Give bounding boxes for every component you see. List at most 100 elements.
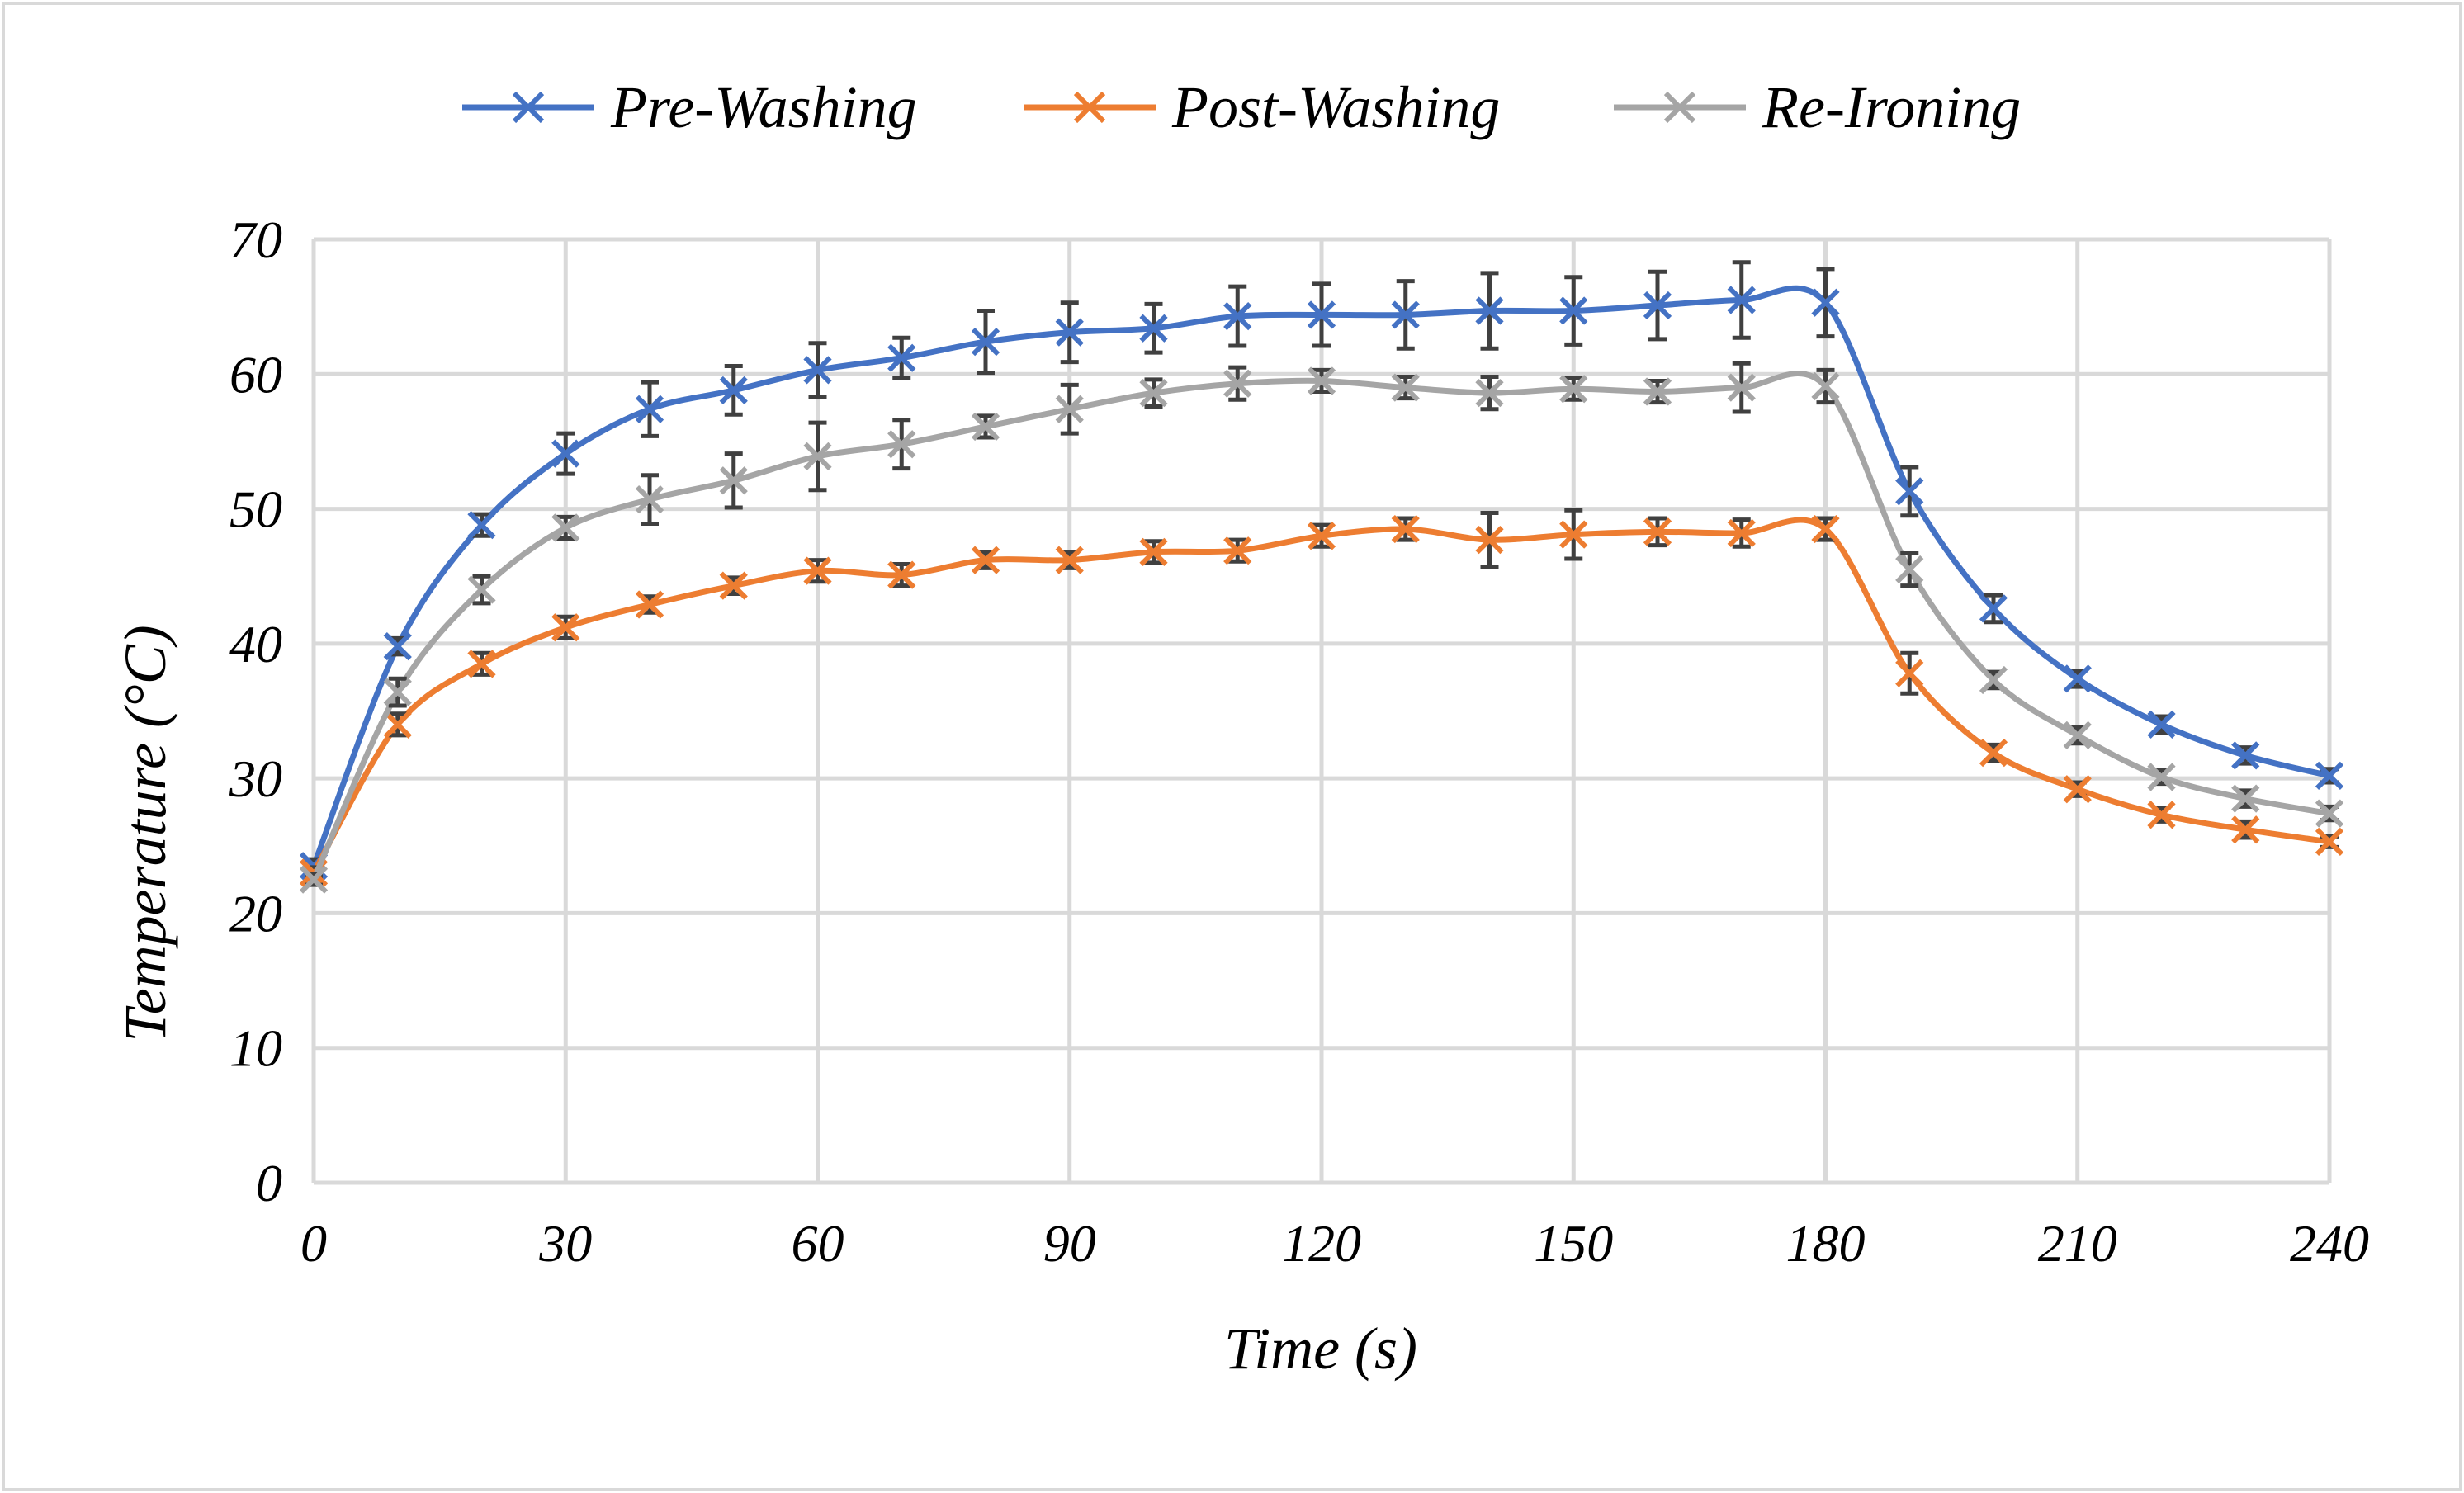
y-tick-labels: 0 10 20 30 40 50 60 70	[229, 210, 282, 1212]
x-tick-label: 240	[2290, 1214, 2369, 1273]
data-point-marker	[1643, 517, 1672, 546]
data-point-marker	[383, 632, 412, 661]
data-point-marker	[1727, 286, 1756, 314]
data-point-marker	[2315, 761, 2344, 790]
data-point-marker	[2315, 827, 2344, 857]
data-point-marker	[887, 430, 916, 459]
data-point-marker	[1307, 522, 1336, 550]
y-tick-label: 30	[229, 749, 282, 808]
data-point-marker	[971, 412, 1000, 442]
y-axis-title: Temperature (°C)	[112, 625, 178, 1042]
x-tick-label: 210	[2038, 1214, 2117, 1273]
x-tick-label: 60	[792, 1214, 844, 1273]
legend-marker	[1663, 91, 1696, 124]
x-tick-label: 30	[538, 1214, 592, 1273]
y-tick-label: 20	[229, 884, 282, 943]
x-tick-label: 0	[300, 1214, 327, 1273]
data-point-marker	[635, 485, 664, 514]
data-point-marker	[1979, 738, 2008, 768]
data-point-marker	[1055, 395, 1084, 423]
y-tick-label: 40	[229, 615, 282, 673]
data-point-marker	[1139, 379, 1168, 408]
data-point-marker	[467, 575, 496, 604]
legend-label: Pre-Washing	[610, 74, 917, 140]
data-point-marker	[1475, 296, 1504, 325]
data-point-marker	[1727, 518, 1756, 548]
data-point-marker	[803, 356, 832, 385]
data-point-marker	[2231, 815, 2260, 844]
series-pre-washing	[299, 260, 2344, 881]
data-point-marker	[1811, 371, 1840, 401]
data-point-marker	[1223, 369, 1252, 398]
data-point-marker	[299, 865, 329, 894]
y-tick-label: 0	[256, 1154, 282, 1212]
data-point-marker	[1139, 537, 1168, 566]
x-tick-label: 90	[1043, 1214, 1096, 1273]
data-point-marker	[551, 513, 580, 542]
x-tick-label: 180	[1786, 1214, 1866, 1273]
data-point-marker	[1391, 514, 1420, 544]
data-point-marker	[1475, 379, 1504, 408]
data-point-marker	[2063, 775, 2092, 804]
data-point-marker	[1559, 520, 1588, 549]
data-point-marker	[1307, 366, 1336, 395]
data-point-marker	[1895, 477, 1924, 506]
data-point-marker	[1307, 300, 1336, 329]
legend-marker	[1073, 91, 1106, 124]
data-point-marker	[467, 650, 496, 678]
series-layer	[299, 260, 2344, 894]
data-point-marker	[2147, 710, 2176, 739]
series-post-washing	[299, 508, 2344, 887]
series-re-ironing	[299, 361, 2344, 894]
data-point-marker	[1811, 288, 1840, 317]
data-point-marker	[1475, 526, 1504, 555]
data-point-marker	[1895, 659, 1924, 687]
data-point-marker	[1727, 373, 1756, 402]
data-point-marker	[1559, 296, 1588, 325]
data-point-marker	[1391, 300, 1420, 329]
data-point-marker	[1055, 318, 1084, 347]
y-tick-label: 50	[229, 480, 282, 539]
data-point-marker	[1643, 377, 1672, 406]
data-point-marker	[2063, 721, 2092, 750]
legend: Pre-Washing Post-Washing Re-Ironing	[462, 74, 2021, 140]
data-point-marker	[887, 343, 916, 372]
data-point-marker	[1979, 594, 2008, 623]
y-tick-label: 10	[229, 1019, 282, 1078]
data-point-marker	[2231, 741, 2260, 770]
data-point-marker	[2231, 784, 2260, 813]
legend-label: Re-Ironing	[1762, 74, 2021, 140]
data-point-marker	[467, 511, 496, 540]
data-point-marker	[1391, 373, 1420, 402]
data-point-marker	[719, 466, 748, 495]
data-point-marker	[383, 678, 412, 706]
legend-marker	[512, 91, 545, 124]
data-point-marker	[551, 613, 580, 642]
data-point-marker	[383, 710, 412, 739]
data-point-marker	[1559, 375, 1588, 404]
data-point-marker	[1643, 291, 1672, 320]
data-point-marker	[551, 439, 580, 468]
legend-item-post-washing: Post-Washing	[1024, 74, 1500, 140]
data-point-marker	[1139, 314, 1168, 343]
data-point-marker	[887, 560, 916, 589]
data-point-marker	[1223, 536, 1252, 565]
y-tick-label: 70	[229, 210, 282, 269]
data-point-marker	[2147, 801, 2176, 829]
data-point-marker	[2063, 664, 2092, 693]
x-tick-labels: 0 30 60 90 120 150 180 210 240	[300, 1214, 2369, 1273]
data-point-marker	[2147, 763, 2176, 791]
data-point-marker	[803, 442, 832, 471]
data-point-marker	[1055, 546, 1084, 574]
x-tick-label: 120	[1282, 1214, 1361, 1273]
data-point-marker	[635, 590, 664, 619]
legend-item-pre-washing: Pre-Washing	[462, 74, 917, 140]
legend-item-re-ironing: Re-Ironing	[1614, 74, 2021, 140]
x-axis-title: Time (s)	[1224, 1316, 1417, 1382]
data-point-marker	[2315, 799, 2344, 828]
data-point-marker	[719, 376, 748, 405]
data-point-marker	[1979, 665, 2008, 695]
